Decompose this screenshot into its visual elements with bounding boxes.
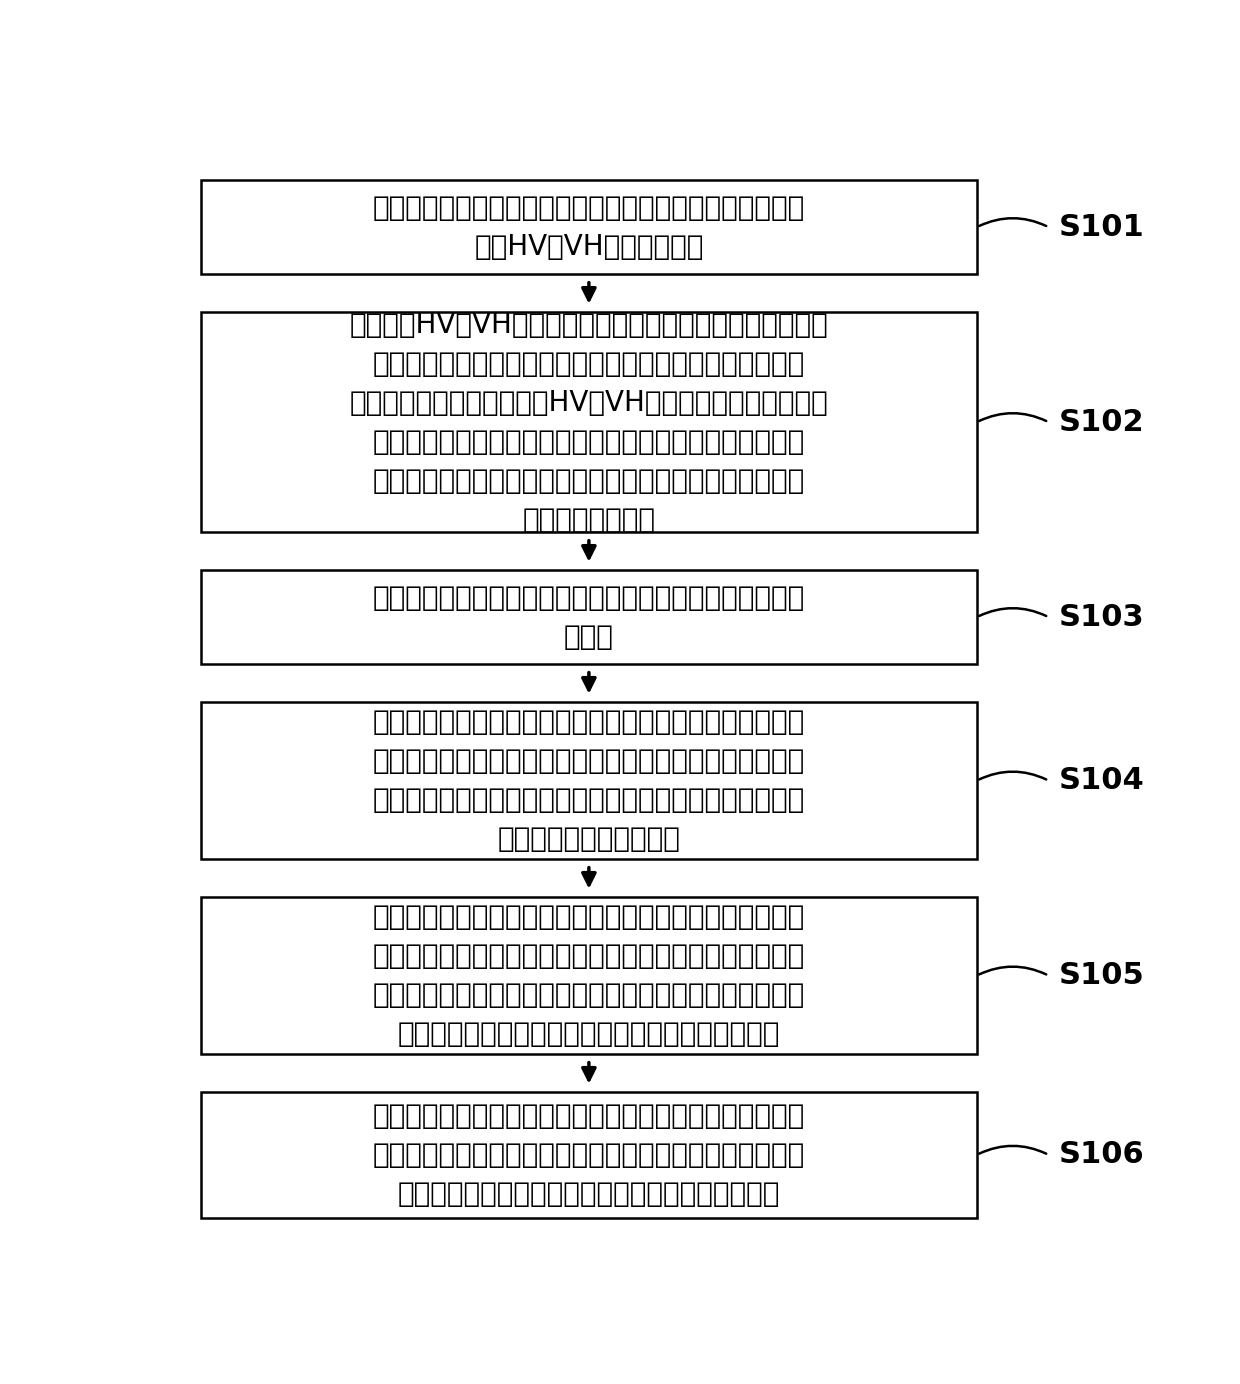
Bar [201, 702, 977, 859]
Bar [201, 1092, 977, 1218]
Bar [201, 311, 977, 533]
Text: S104: S104 [1058, 767, 1145, 796]
Text: S103: S103 [1058, 602, 1145, 631]
Text: S101: S101 [1058, 213, 1145, 242]
Text: S106: S106 [1058, 1140, 1145, 1169]
Text: 分别确定所述点集合中每个点附近的多个极大值点，并将所
述多个极大值点所形成的闭合区域确定为斑块，得到至少两
个斑块，所述至少两个斑块中，至少存在一个全部为海冰信: 分别确定所述点集合中每个点附近的多个极大值点，并将所 述多个极大值点所形成的闭合… [373, 904, 805, 1048]
Text: 计算所述HV或VH交叉极化图像中每个第一区域所对应的至少
两种纹理信息，得到分别反映所述至少两种纹理信息的至少
两个纹理特征；其中，所述HV或VH交叉极化图像由: 计算所述HV或VH交叉极化图像中每个第一区域所对应的至少 两种纹理信息，得到分别… [350, 310, 828, 534]
Text: 获取待分离的合成孔径雷达图像，所述合成孔径雷达图像中
包括HV或VH交叉极化图像: 获取待分离的合成孔径雷达图像，所述合成孔径雷达图像中 包括HV或VH交叉极化图像 [373, 194, 805, 260]
Text: S105: S105 [1058, 960, 1145, 990]
Text: 根据每个所述斑块分别在能量特征与熵特征中所包含的特征
值，将能量平均值大于预设能量阈值的斑块确定为海水样本
，将熵平均值大于预设熵阈值的斑块确定为海冰样本: 根据每个所述斑块分别在能量特征与熵特征中所包含的特征 值，将能量平均值大于预设能… [373, 1102, 805, 1208]
Text: 确定所述至少两个纹理特征中的至少一个目标纹理特征的梯
度矩阵: 确定所述至少两个纹理特征中的至少一个目标纹理特征的梯 度矩阵 [373, 584, 805, 650]
Bar [201, 180, 977, 274]
Bar [201, 897, 977, 1055]
Text: 确定所述梯度矩阵的每个第二区域中梯度极大值点，以及，
最小值点，得到一个点集合；所述梯度矩阵由多个所述第二
区域组成，其中，不同所述第二区域的面积大小相等，且不: 确定所述梯度矩阵的每个第二区域中梯度极大值点，以及， 最小值点，得到一个点集合；… [373, 709, 805, 853]
Bar [201, 570, 977, 664]
Text: S102: S102 [1058, 408, 1145, 437]
